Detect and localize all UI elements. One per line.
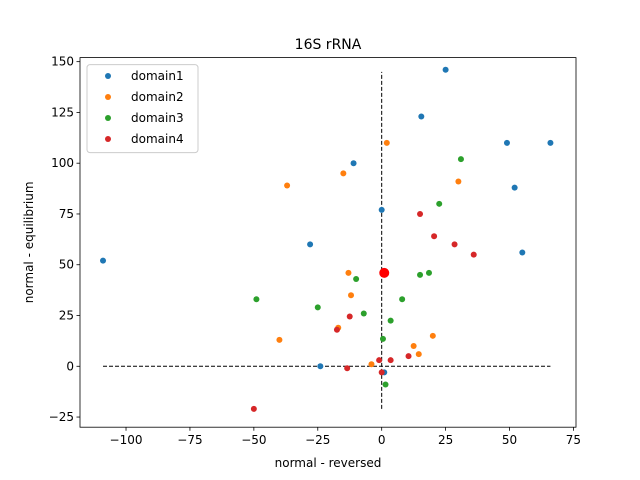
- data-point-domain2: [345, 269, 352, 276]
- chart-title: 16S rRNA: [295, 37, 362, 53]
- x-tick-label: 75: [566, 433, 581, 447]
- y-tick-label: 125: [51, 105, 74, 119]
- data-point-domain1: [511, 184, 518, 191]
- data-point-domain3: [253, 296, 260, 303]
- legend-label-domain4: domain4: [131, 132, 184, 146]
- data-point-domain2: [368, 361, 375, 368]
- x-tick-label: 50: [502, 433, 517, 447]
- data-point-domain3: [457, 156, 464, 163]
- y-tick-label: 100: [51, 156, 74, 170]
- y-axis-ticks: −25 0 25 50 75 100 125 150: [49, 55, 80, 424]
- y-tick-label: 0: [66, 359, 74, 373]
- data-point-domain4: [451, 241, 458, 248]
- highlight-point: [379, 267, 390, 278]
- data-point-domain1: [519, 249, 526, 256]
- data-point-domain3: [379, 335, 386, 342]
- data-point-domain1: [350, 160, 357, 167]
- data-point-domain4: [344, 365, 351, 372]
- data-point-domain2: [348, 292, 355, 299]
- legend-label-domain3: domain3: [131, 111, 184, 125]
- data-point-domain1: [442, 66, 449, 73]
- x-axis-label: normal - reversed: [275, 456, 382, 470]
- legend-marker-domain1: [105, 73, 111, 79]
- data-point-domain2: [340, 170, 347, 177]
- data-point-domain3: [314, 304, 321, 311]
- data-point-domain2: [276, 336, 283, 343]
- x-tick-label: 0: [378, 433, 386, 447]
- data-point-domain3: [387, 317, 394, 324]
- y-tick-label: 75: [59, 207, 74, 221]
- data-point-domain4: [431, 233, 438, 240]
- legend-marker-domain4: [105, 136, 111, 142]
- legend-marker-domain3: [105, 115, 111, 121]
- x-tick-label: −100: [110, 433, 143, 447]
- x-tick-label: 25: [438, 433, 453, 447]
- data-point-domain3: [417, 271, 424, 278]
- data-point-domain3: [382, 381, 389, 388]
- data-point-domain4: [376, 357, 383, 364]
- data-point-domain1: [547, 139, 554, 146]
- y-axis-label: normal - equilibrium: [22, 182, 36, 304]
- data-point-domain4: [346, 313, 353, 320]
- legend-marker-domain2: [105, 94, 111, 100]
- data-point-domain3: [399, 296, 406, 303]
- x-tick-label: −75: [177, 433, 202, 447]
- data-point-domain1: [307, 241, 314, 248]
- data-point-domain2: [455, 178, 462, 185]
- data-point-domain1: [378, 206, 385, 213]
- x-tick-label: −25: [305, 433, 330, 447]
- data-point-domain4: [405, 353, 412, 360]
- data-point-domain1: [100, 257, 107, 264]
- data-point-domain1: [317, 363, 324, 370]
- data-point-domain4: [378, 369, 385, 376]
- data-point-domain1: [503, 139, 510, 146]
- data-point-domain1: [418, 113, 425, 120]
- legend-label-domain2: domain2: [131, 90, 184, 104]
- data-point-domain2: [284, 182, 291, 189]
- data-point-domain3: [353, 275, 360, 282]
- data-point-domain2: [410, 342, 417, 349]
- data-point-domain2: [415, 351, 422, 358]
- legend-label-domain1: domain1: [131, 69, 184, 83]
- data-points: [100, 66, 554, 412]
- data-point-domain3: [425, 269, 432, 276]
- legend-box: [86, 64, 199, 154]
- x-axis-ticks: −100 −75 −50 −25 0 25 50 75: [110, 427, 581, 447]
- y-tick-label: 150: [51, 55, 74, 69]
- y-tick-label: 50: [59, 258, 74, 272]
- data-point-domain3: [436, 200, 443, 207]
- data-point-domain2: [383, 139, 390, 146]
- y-tick-label: −25: [49, 410, 74, 424]
- data-point-domain4: [333, 326, 340, 333]
- x-tick-label: −50: [241, 433, 266, 447]
- data-point-domain2: [429, 332, 436, 339]
- reference-lines: [103, 71, 551, 409]
- data-point-domain4: [417, 210, 424, 217]
- legend: domain1 domain2 domain3 domain4: [86, 64, 199, 154]
- data-point-domain3: [360, 310, 367, 317]
- data-point-domain4: [250, 405, 257, 412]
- data-point-domain4: [387, 357, 394, 364]
- data-point-domain4: [470, 251, 477, 258]
- y-tick-label: 25: [59, 309, 74, 323]
